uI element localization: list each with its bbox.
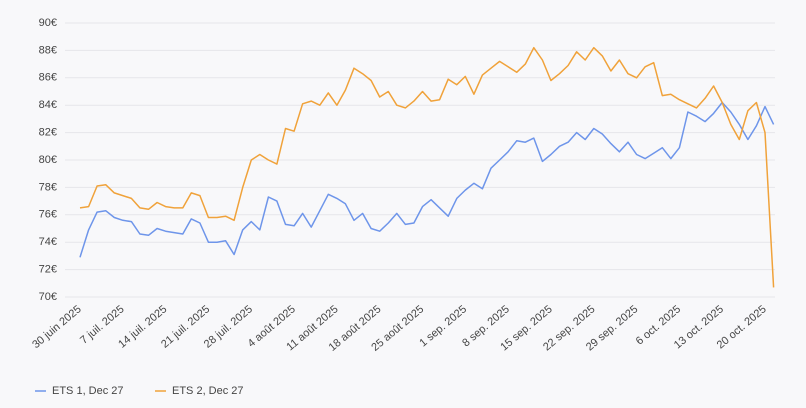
x-tick-label: 30 juin 2025 bbox=[30, 303, 84, 351]
y-tick-label: 70€ bbox=[39, 291, 57, 303]
legend-label: ETS 1, Dec 27 bbox=[52, 385, 124, 397]
y-tick-label: 86€ bbox=[39, 72, 57, 84]
legend-label: ETS 2, Dec 27 bbox=[172, 385, 244, 397]
y-tick-label: 80€ bbox=[39, 154, 57, 166]
y-tick-label: 90€ bbox=[39, 17, 57, 29]
y-tick-label: 82€ bbox=[39, 127, 57, 139]
y-tick-label: 74€ bbox=[39, 236, 57, 248]
y-tick-label: 84€ bbox=[39, 99, 57, 111]
series-line bbox=[79, 46, 775, 288]
series-line bbox=[79, 101, 775, 258]
y-tick-label: 88€ bbox=[39, 44, 57, 56]
y-tick-label: 72€ bbox=[39, 264, 57, 276]
y-tick-label: 78€ bbox=[39, 181, 57, 193]
y-tick-label: 76€ bbox=[39, 209, 57, 221]
